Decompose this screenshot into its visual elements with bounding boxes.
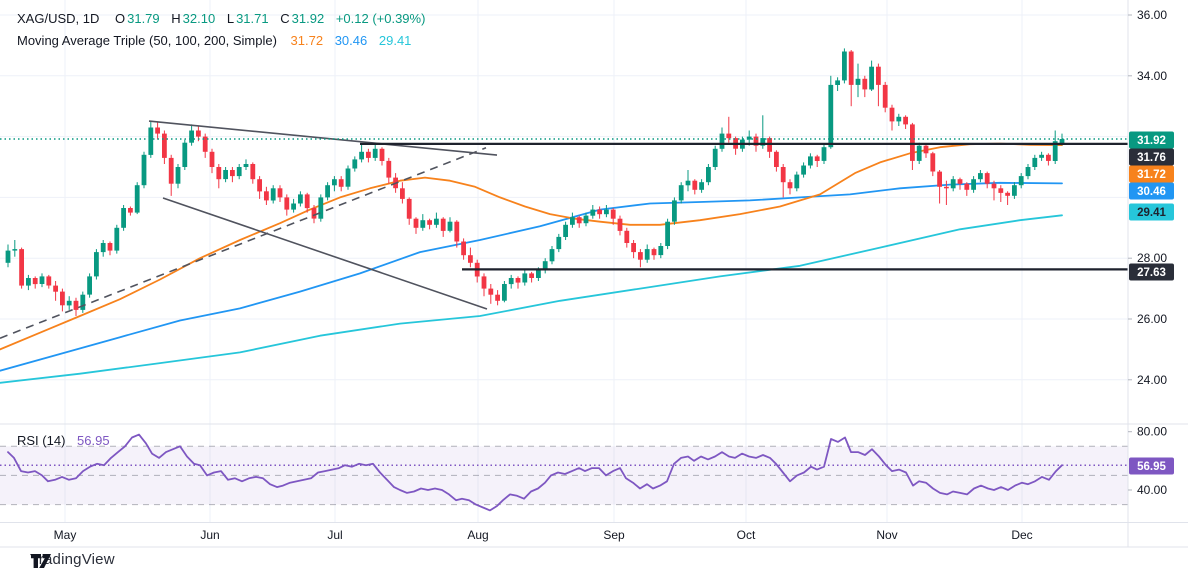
month-label: Jun — [200, 528, 219, 542]
descending-resistance-trendline[interactable] — [148, 120, 498, 156]
svg-text:31.76: 31.76 — [1137, 152, 1166, 164]
symbol-legend[interactable]: XAG/USD, 1D O 31.79 H 32.10 L 31.71 C 31.92 … — [17, 11, 425, 26]
rsi-indicator-legend[interactable]: RSI (14) 56.95 — [17, 433, 110, 448]
axis-tick-label: 40.00 — [1137, 483, 1167, 497]
high-value: 32.10 — [182, 11, 216, 26]
rsi-line — [7, 433, 1063, 512]
close-value: 31.92 — [291, 11, 325, 26]
month-label: Oct — [737, 528, 756, 542]
axis-tick-label: 34.00 — [1137, 69, 1167, 83]
rsi-value-badge: 56.95 — [1129, 457, 1174, 475]
descending-lower-trendline[interactable] — [162, 197, 488, 310]
month-label: Dec — [1011, 528, 1032, 542]
time-axis[interactable]: May Jun Jul Aug Sep Oct Nov Dec — [54, 528, 1033, 542]
month-label: May — [54, 528, 77, 542]
rsi-value: 56.95 — [77, 433, 110, 448]
month-label: Sep — [603, 528, 625, 542]
price-axis[interactable]: 36.00 34.00 28.00 26.00 24.00 80.00 40.00 31.92… — [1128, 8, 1174, 497]
axis-tick-label: 28.00 — [1137, 251, 1167, 265]
tradingview-logo-icon — [31, 554, 51, 568]
high-label: H — [171, 11, 181, 26]
ma-200-line — [0, 214, 1063, 384]
month-label: Nov — [876, 528, 897, 542]
month-label: Aug — [467, 528, 488, 542]
ma-indicator-title: Moving Average Triple (50, 100, 200, Sim… — [17, 33, 277, 48]
change-value: +0.12 (+0.39%) — [335, 11, 426, 26]
low-label: L — [226, 11, 235, 26]
month-label: Jul — [327, 528, 342, 542]
symbol-title: XAG/USD, 1D — [17, 11, 100, 26]
ma50-badge: 31.72 — [1129, 165, 1174, 183]
open-value: 31.79 — [127, 11, 160, 26]
ascending-dashed-trendline[interactable] — [0, 147, 487, 339]
ma200-badge: 29.41 — [1129, 203, 1174, 221]
current-price-badge: 31.92 — [1129, 131, 1174, 149]
close-label: C — [280, 11, 290, 26]
open-label: O — [114, 11, 126, 26]
ma-indicator-legend[interactable]: Moving Average Triple (50, 100, 200, Sim… — [17, 33, 411, 48]
svg-text:31.72: 31.72 — [1137, 169, 1166, 181]
resistance-line-badge: 31.76 — [1129, 148, 1174, 166]
svg-text:31.92: 31.92 — [1137, 135, 1166, 147]
axis-tick-label: 24.00 — [1137, 373, 1167, 387]
ma200-value: 29.41 — [378, 33, 412, 48]
candles[interactable] — [5, 48, 1065, 316]
svg-text:29.41: 29.41 — [1137, 207, 1166, 219]
rsi-indicator-title: RSI (14) — [17, 433, 66, 448]
support-line-badge: 27.63 — [1129, 263, 1174, 281]
ma100-value: 30.46 — [334, 33, 368, 48]
grid-lines — [0, 0, 1128, 522]
svg-text:56.95: 56.95 — [1137, 461, 1166, 473]
tradingview-logo-text: TradingView — [30, 551, 115, 568]
ma100-badge: 30.46 — [1129, 182, 1174, 200]
low-value: 31.71 — [236, 11, 269, 26]
axis-tick-label: 26.00 — [1137, 312, 1167, 326]
svg-text:30.46: 30.46 — [1137, 186, 1166, 198]
ma50-value: 31.72 — [290, 33, 324, 48]
svg-text:27.63: 27.63 — [1137, 267, 1166, 279]
axis-tick-label: 36.00 — [1137, 8, 1167, 22]
ma-50-line — [0, 142, 1063, 351]
axis-tick-label: 80.00 — [1137, 425, 1167, 439]
tradingview-logo[interactable]: TradingView — [30, 551, 115, 568]
